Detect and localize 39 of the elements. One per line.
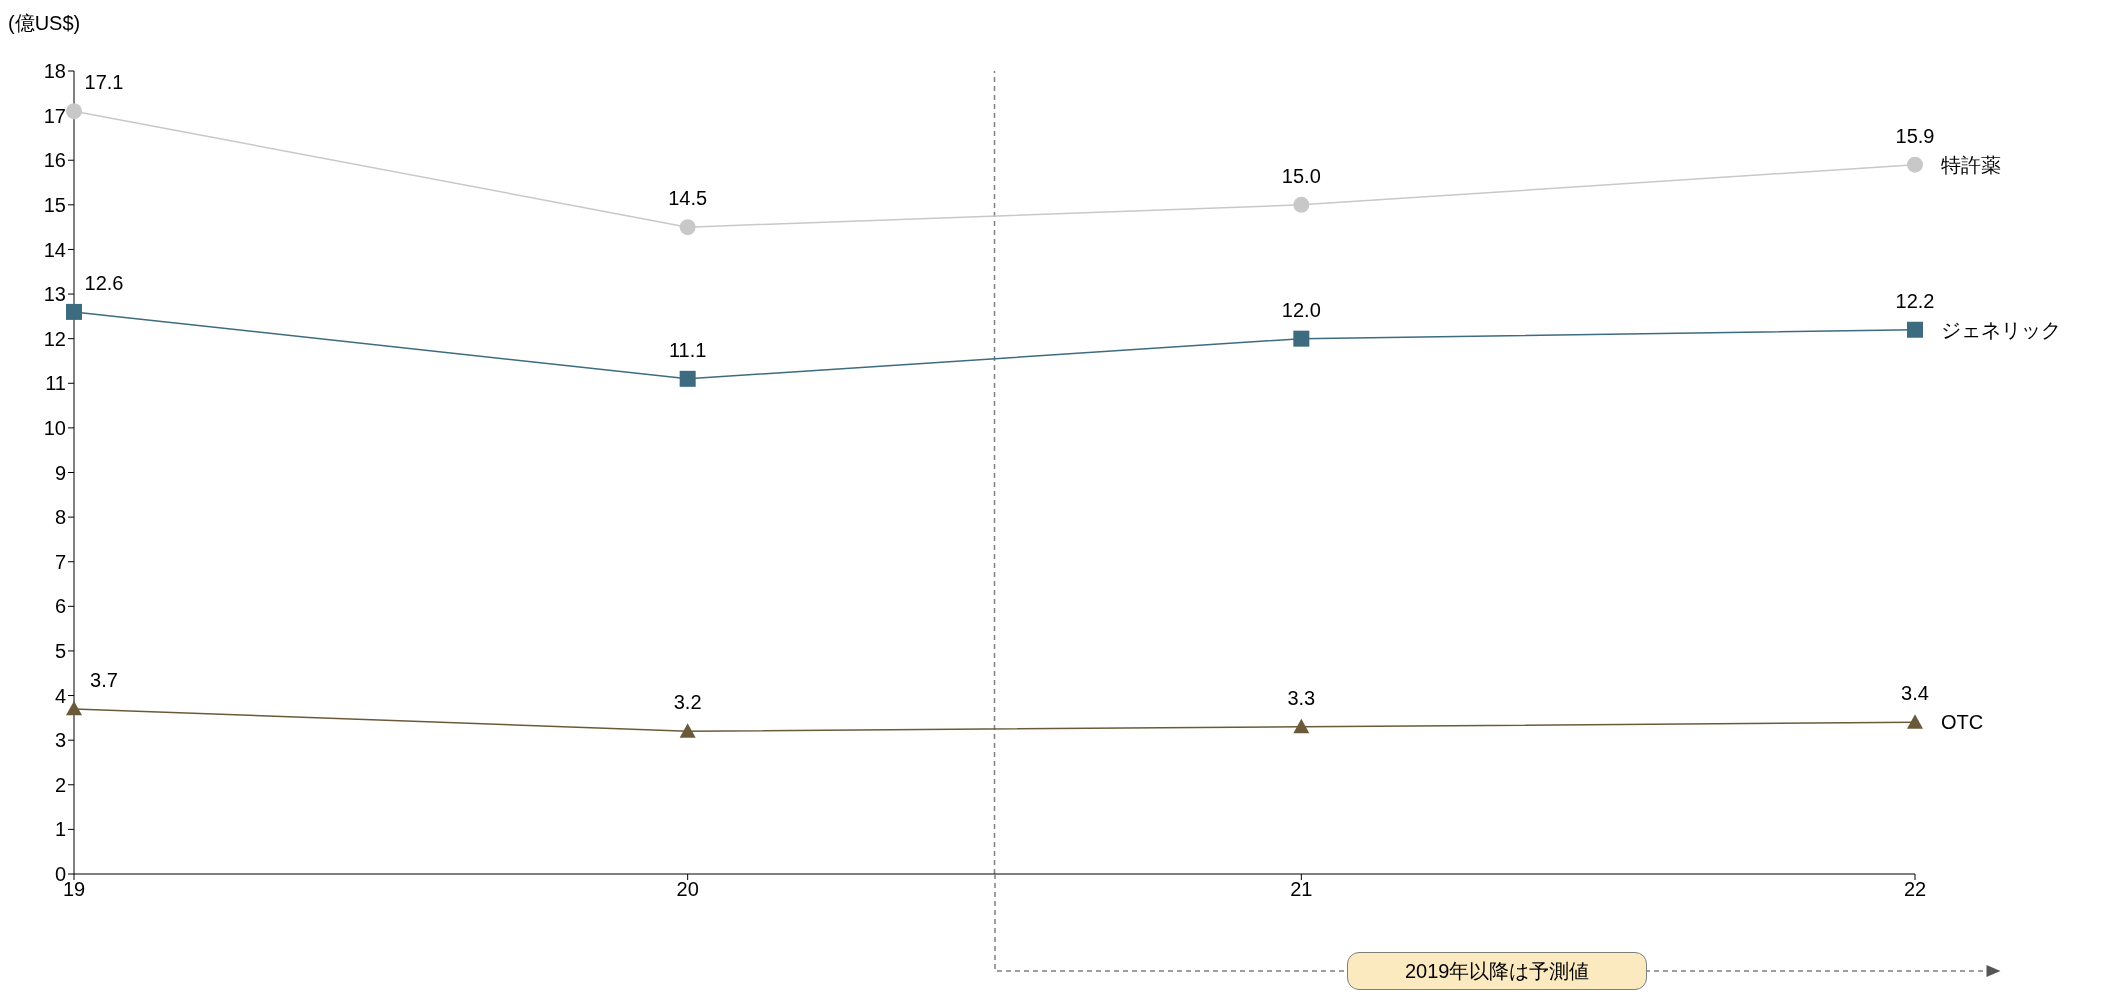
y-tick-label: 11 — [45, 372, 66, 395]
series-label: OTC — [1941, 711, 1984, 734]
data-label: 3.4 — [1901, 682, 1929, 705]
data-label: 12.0 — [1281, 298, 1321, 321]
y-tick-label: 4 — [54, 684, 66, 707]
data-label: 3.3 — [1287, 686, 1316, 709]
y-tick-label: 16 — [43, 149, 66, 172]
text: 2019年以降は予測値 — [1347, 952, 1648, 990]
y-tick-label: 18 — [43, 60, 66, 83]
y-tick-label: 17 — [43, 104, 66, 127]
x-tick-label: 21 — [1290, 878, 1313, 901]
y-axis-title: (億US$) — [8, 11, 81, 36]
data-label: 12.6 — [84, 271, 124, 294]
data-label: 3.2 — [673, 691, 702, 714]
x-tick-label: 22 — [1903, 878, 1927, 901]
y-tick-label: 10 — [43, 416, 66, 439]
y-tick-label: 1 — [54, 818, 66, 841]
data-label: 17.1 — [84, 71, 124, 94]
y-tick-label: 12 — [43, 327, 66, 350]
series-label: 特許薬 — [1941, 153, 2001, 176]
y-tick-label: 0 — [54, 863, 66, 886]
data-label: 12.2 — [1895, 289, 1935, 312]
data-label: 3.7 — [90, 668, 118, 691]
series-label: ジェネリック — [1941, 318, 2061, 341]
y-tick-label: 5 — [54, 640, 66, 663]
y-tick-label: 13 — [43, 283, 66, 306]
data-label: 15.9 — [1895, 124, 1935, 147]
y-tick-label: 15 — [43, 193, 66, 216]
y-tick-label: 8 — [54, 506, 66, 529]
y-tick-label: 6 — [54, 595, 66, 618]
y-tick-label: 9 — [54, 461, 66, 484]
y-tick-label: 2 — [54, 773, 66, 796]
y-tick-label: 3 — [54, 729, 66, 752]
data-label: 14.5 — [668, 187, 708, 210]
y-tick-label: 7 — [54, 550, 66, 573]
x-tick-label: 20 — [676, 878, 699, 901]
y-tick-label: 14 — [43, 238, 66, 261]
data-label: 15.0 — [1281, 164, 1321, 187]
data-label: 11.1 — [668, 338, 707, 361]
